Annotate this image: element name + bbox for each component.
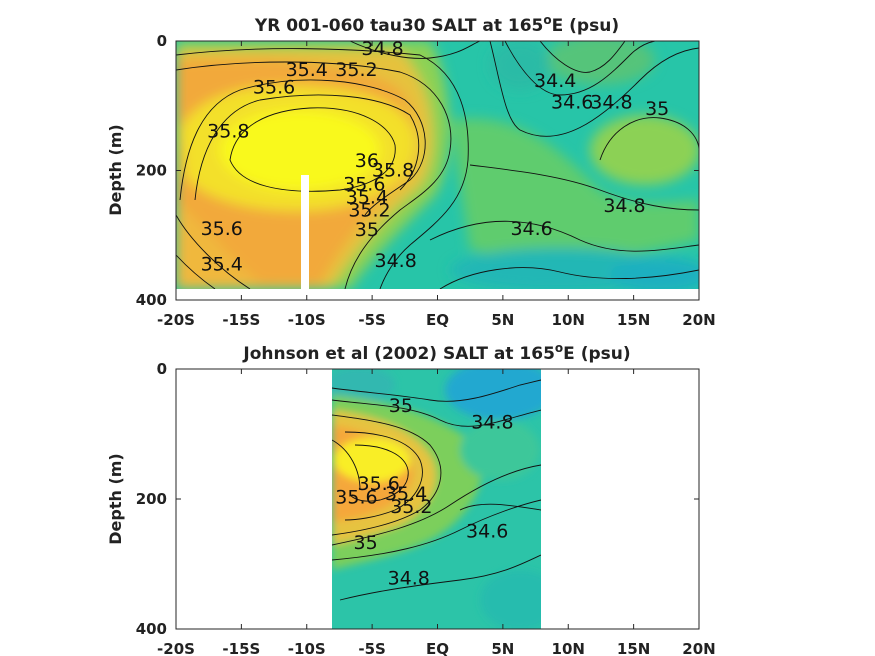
axis-ticks: -20S -15S -10S -5S EQ 5N 10N 15N 20N 0 200 400 [136, 360, 716, 656]
contour-label: 34.8 [590, 92, 632, 114]
y-tick-label: 200 [136, 490, 167, 508]
contour-label: 34.8 [388, 567, 430, 589]
x-tick-label: -15S [222, 311, 260, 329]
contour-label: 35.6 [343, 174, 385, 196]
x-tick-label: -5S [358, 640, 385, 656]
x-tick-label: 15N [617, 640, 650, 656]
heatmap-field [332, 369, 541, 629]
y-axis-label: Depth (m) [106, 453, 125, 545]
x-tick-label: -5S [358, 311, 385, 329]
contour-label: 35.6 [253, 77, 295, 99]
contour-label: 35.6 [201, 218, 243, 240]
x-tick-label: 20N [682, 640, 715, 656]
contour-label: 35 [645, 98, 669, 120]
x-tick-label: -10S [288, 640, 326, 656]
contour-label: 35.6 [358, 473, 400, 495]
contour-label: 35 [355, 219, 379, 241]
x-tick-label: 10N [552, 640, 585, 656]
contour-label: 35.2 [335, 59, 377, 81]
x-tick-label: 5N [491, 311, 514, 329]
contour-label: 35.6 [335, 487, 377, 509]
contour-label: 35 [353, 532, 377, 554]
observed-salinity-panel: Johnson et al (2002) SALT at 165oE (psu) [106, 341, 716, 656]
contour-label: 34.8 [375, 250, 417, 272]
contour-label: 34.4 [534, 70, 576, 92]
axis-ticks: -20S -15S -10S -5S EQ 5N 10N 15N 20N 0 200 400 [136, 32, 716, 329]
x-tick-label: -10S [288, 311, 326, 329]
contour-label: 35.8 [207, 121, 249, 143]
x-tick-label: -15S [222, 640, 260, 656]
contour-label: 34.6 [510, 218, 552, 240]
contour-label: 36 [355, 150, 379, 172]
contour-label: 35.8 [372, 160, 414, 182]
y-tick-label: 0 [157, 32, 167, 50]
contour-label: 35 [389, 395, 413, 417]
contour-labels: 34.835.4 35.235.635.83635.835.635.435.235… [201, 38, 670, 276]
contour-label: 35.4 [286, 59, 328, 81]
contour-label: 34.8 [471, 411, 513, 433]
y-axis-label: Depth (m) [106, 124, 125, 216]
contour-label: 35.4 [346, 187, 388, 209]
x-tick-label: EQ [426, 311, 449, 329]
chart-title: YR 001-060 tau30 SALT at 165oE (psu) [254, 13, 619, 36]
x-tick-label: -20S [157, 311, 195, 329]
x-tick-label: 5N [491, 640, 514, 656]
contour-label: 35.2 [390, 496, 432, 518]
heatmap-field [176, 41, 699, 289]
x-tick-label: 20N [682, 311, 715, 329]
mask-column [301, 175, 309, 289]
x-tick-label: EQ [426, 640, 449, 656]
y-tick-label: 400 [136, 291, 167, 309]
contour-label: 35.2 [348, 200, 390, 222]
y-tick-label: 200 [136, 162, 167, 180]
chart-title: Johnson et al (2002) SALT at 165oE (psu) [242, 341, 630, 364]
contour-label: 35.4 [385, 483, 427, 505]
x-tick-label: -20S [157, 640, 195, 656]
contour-label: 34.6 [466, 521, 508, 543]
x-tick-label: 15N [617, 311, 650, 329]
model-salinity-panel: YR 001-060 tau30 SALT at 165oE (psu) [106, 13, 716, 329]
contour-label: 34.8 [603, 195, 645, 217]
x-tick-label: 10N [552, 311, 585, 329]
y-tick-label: 400 [136, 620, 167, 638]
contour-lines [176, 41, 699, 289]
y-tick-label: 0 [157, 360, 167, 378]
contour-lines [332, 379, 541, 601]
contour-label: 34.6 [551, 92, 593, 114]
contour-label: 35.4 [201, 253, 243, 275]
